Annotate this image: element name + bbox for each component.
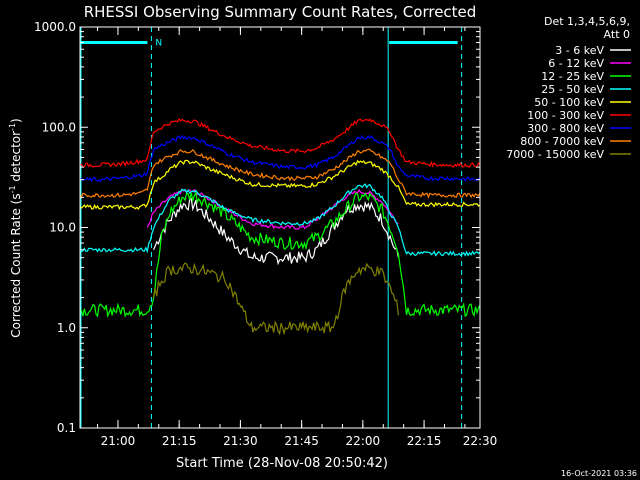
series-line-3-6-keV — [152, 197, 399, 266]
x-axis-label: Start Time (28-Nov-08 20:50:42) — [176, 456, 388, 471]
legend-label-25-50-keV: 25 - 50 keV — [541, 83, 604, 96]
legend-label-7000-15000-keV: 7000 - 15000 keV — [506, 148, 604, 161]
x-axis: 21:00 21:15 21:30 21:45 22:00 22:15 22:30 — [97, 27, 498, 448]
series-line-12-25-keV — [79, 191, 481, 319]
legend-header-attenuator: Att 0 — [604, 28, 630, 41]
y-axis-label: Corrected Count Rate (s-1 detector-1) — [8, 118, 23, 337]
series-line-100-300-keV — [79, 117, 481, 168]
series-line-6-12-keV — [146, 188, 399, 230]
legend-label-12-25-keV: 12 - 25 keV — [541, 70, 604, 83]
night-label: N — [155, 39, 162, 49]
x-tick-label-3: 21:45 — [284, 434, 319, 448]
legend-label-100-300-keV: 100 - 300 keV — [527, 109, 604, 122]
x-tick-label-2: 21:30 — [223, 434, 258, 448]
y-tick-label-2: 10.0 — [49, 221, 76, 235]
legend-label-3-6-keV: 3 - 6 keV — [555, 44, 604, 57]
series-line-7000-15000-keV — [152, 262, 399, 336]
legend-label-300-800-keV: 300 - 800 keV — [527, 122, 604, 135]
legend-label-800-7000-keV: 800 - 7000 keV — [520, 135, 604, 148]
series-line-50-100-keV — [79, 159, 481, 211]
y-tick-label-4: 0.1 — [57, 421, 76, 435]
x-tick-label-4: 22:00 — [346, 434, 381, 448]
legend-label-6-12-keV: 6 - 12 keV — [548, 57, 604, 70]
plot-area: N — [79, 27, 481, 428]
legend-header-detectors: Det 1,3,4,5,6,9, — [544, 15, 630, 28]
chart-title: RHESSI Observing Summary Count Rates, Co… — [84, 3, 477, 21]
y-tick-label-3: 1.0 — [57, 321, 76, 335]
series-line-300-800-keV — [79, 134, 481, 183]
x-tick-label-0: 21:00 — [101, 434, 136, 448]
y-tick-label-0: 1000.0 — [34, 20, 76, 34]
y-tick-label-1: 100.0 — [42, 120, 76, 134]
series-line-25-50-keV — [79, 183, 481, 257]
footer-date: 16-Oct-2021 03:36 — [561, 469, 637, 478]
series-line-800-7000-keV — [79, 148, 481, 199]
legend-label-50-100-keV: 50 - 100 keV — [534, 96, 604, 109]
x-tick-label-6: 22:30 — [463, 434, 498, 448]
x-tick-label-1: 21:15 — [162, 434, 197, 448]
x-tick-label-5: 22:15 — [407, 434, 442, 448]
y-axis: 1000.0 100.0 10.0 1.0 0.1 — [34, 20, 480, 435]
